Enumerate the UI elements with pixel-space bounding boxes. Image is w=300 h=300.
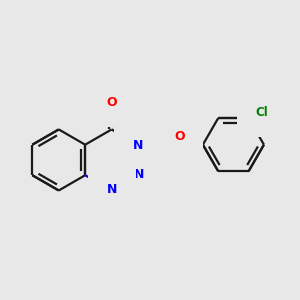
Text: N: N — [133, 139, 144, 152]
Text: O: O — [174, 130, 184, 143]
Text: O: O — [106, 96, 117, 109]
Text: N: N — [134, 168, 144, 182]
Text: Cl: Cl — [255, 106, 268, 119]
Text: N: N — [107, 183, 118, 196]
